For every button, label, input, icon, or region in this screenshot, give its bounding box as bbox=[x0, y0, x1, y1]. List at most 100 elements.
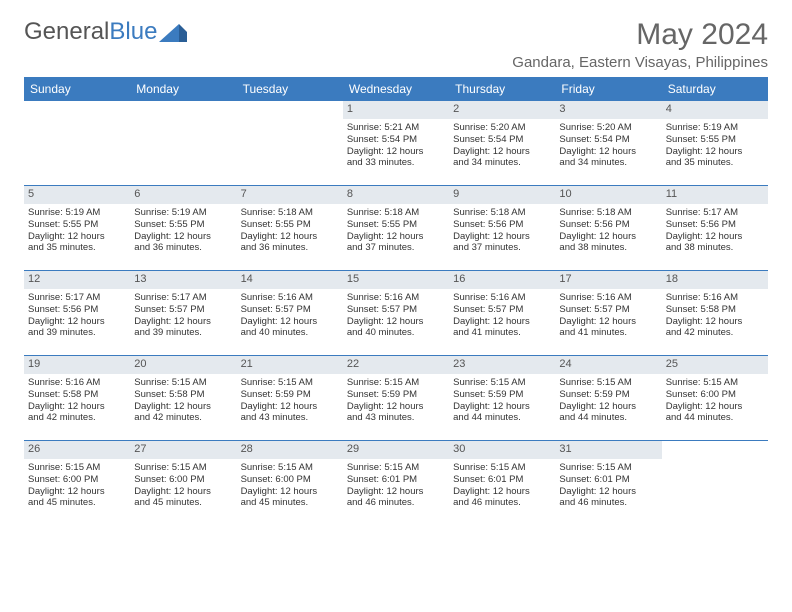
week-row: 12Sunrise: 5:17 AMSunset: 5:56 PMDayligh… bbox=[24, 270, 768, 355]
weekday-label: Monday bbox=[130, 77, 236, 101]
dl2-text: and 37 minutes. bbox=[347, 242, 445, 254]
sunrise-text: Sunrise: 5:20 AM bbox=[453, 122, 551, 134]
weekday-label: Thursday bbox=[449, 77, 555, 101]
sunrise-text: Sunrise: 5:15 AM bbox=[28, 462, 126, 474]
sunset-text: Sunset: 6:00 PM bbox=[666, 389, 764, 401]
sunrise-text: Sunrise: 5:17 AM bbox=[134, 292, 232, 304]
dl1-text: Daylight: 12 hours bbox=[453, 486, 551, 498]
dl2-text: and 40 minutes. bbox=[347, 327, 445, 339]
dl2-text: and 45 minutes. bbox=[28, 497, 126, 509]
dl1-text: Daylight: 12 hours bbox=[666, 401, 764, 413]
dl1-text: Daylight: 12 hours bbox=[28, 401, 126, 413]
dl2-text: and 35 minutes. bbox=[28, 242, 126, 254]
dl1-text: Daylight: 12 hours bbox=[28, 316, 126, 328]
sunset-text: Sunset: 5:56 PM bbox=[453, 219, 551, 231]
day-number: 12 bbox=[24, 271, 130, 289]
calendar-cell: 25Sunrise: 5:15 AMSunset: 6:00 PMDayligh… bbox=[662, 356, 768, 440]
calendar-cell: 17Sunrise: 5:16 AMSunset: 5:57 PMDayligh… bbox=[555, 271, 661, 355]
logo-text-part1: General bbox=[24, 18, 109, 45]
sunset-text: Sunset: 6:00 PM bbox=[28, 474, 126, 486]
sunrise-text: Sunrise: 5:15 AM bbox=[453, 462, 551, 474]
calendar-cell: 19Sunrise: 5:16 AMSunset: 5:58 PMDayligh… bbox=[24, 356, 130, 440]
day-number: 1 bbox=[343, 101, 449, 119]
dl1-text: Daylight: 12 hours bbox=[134, 231, 232, 243]
weeks-container: ...1Sunrise: 5:21 AMSunset: 5:54 PMDayli… bbox=[24, 101, 768, 525]
day-number: 29 bbox=[343, 441, 449, 459]
sunset-text: Sunset: 5:57 PM bbox=[134, 304, 232, 316]
sunset-text: Sunset: 5:56 PM bbox=[559, 219, 657, 231]
sunset-text: Sunset: 5:57 PM bbox=[453, 304, 551, 316]
sunset-text: Sunset: 5:55 PM bbox=[347, 219, 445, 231]
sunrise-text: Sunrise: 5:16 AM bbox=[559, 292, 657, 304]
sunset-text: Sunset: 5:54 PM bbox=[453, 134, 551, 146]
dl2-text: and 35 minutes. bbox=[666, 157, 764, 169]
day-number: 31 bbox=[555, 441, 661, 459]
dl2-text: and 42 minutes. bbox=[28, 412, 126, 424]
calendar: SundayMondayTuesdayWednesdayThursdayFrid… bbox=[24, 77, 768, 525]
logo-text-part2: Blue bbox=[109, 18, 157, 45]
logo: GeneralBlue bbox=[24, 18, 187, 46]
calendar-cell: 5 Sunrise: 5:19 AMSunset: 5:55 PMDaylight… bbox=[24, 186, 130, 270]
sunset-text: Sunset: 5:56 PM bbox=[28, 304, 126, 316]
sunrise-text: Sunrise: 5:18 AM bbox=[453, 207, 551, 219]
sunrise-text: Sunrise: 5:19 AM bbox=[28, 207, 126, 219]
sunrise-text: Sunrise: 5:15 AM bbox=[134, 462, 232, 474]
day-number: 11 bbox=[662, 186, 768, 204]
dl2-text: and 40 minutes. bbox=[241, 327, 339, 339]
calendar-cell: . bbox=[24, 101, 130, 185]
sunset-text: Sunset: 5:59 PM bbox=[241, 389, 339, 401]
sunset-text: Sunset: 5:58 PM bbox=[134, 389, 232, 401]
dl1-text: Daylight: 12 hours bbox=[453, 401, 551, 413]
calendar-cell: 30 Sunrise: 5:15 AMSunset: 6:01 PMDayligh… bbox=[449, 441, 555, 525]
header: GeneralBlue May 2024 Gandara, Eastern Vi… bbox=[24, 18, 768, 71]
sunset-text: Sunset: 5:56 PM bbox=[666, 219, 764, 231]
sunset-text: Sunset: 5:59 PM bbox=[453, 389, 551, 401]
sunset-text: Sunset: 5:54 PM bbox=[559, 134, 657, 146]
dl1-text: Daylight: 12 hours bbox=[241, 316, 339, 328]
weekday-label: Wednesday bbox=[343, 77, 449, 101]
sunrise-text: Sunrise: 5:16 AM bbox=[347, 292, 445, 304]
logo-triangle-icon bbox=[159, 22, 187, 42]
calendar-cell: 11Sunrise: 5:17 AMSunset: 5:56 PMDayligh… bbox=[662, 186, 768, 270]
dl2-text: and 33 minutes. bbox=[347, 157, 445, 169]
sunrise-text: Sunrise: 5:18 AM bbox=[241, 207, 339, 219]
calendar-cell: 4Sunrise: 5:19 AMSunset: 5:55 PMDaylight… bbox=[662, 101, 768, 185]
day-number: 5 bbox=[24, 186, 130, 204]
week-row: ...1Sunrise: 5:21 AMSunset: 5:54 PMDayli… bbox=[24, 101, 768, 185]
sunset-text: Sunset: 5:55 PM bbox=[28, 219, 126, 231]
weekday-label: Tuesday bbox=[237, 77, 343, 101]
calendar-cell: 10Sunrise: 5:18 AMSunset: 5:56 PMDayligh… bbox=[555, 186, 661, 270]
dl2-text: and 39 minutes. bbox=[28, 327, 126, 339]
sunset-text: Sunset: 5:55 PM bbox=[241, 219, 339, 231]
sunrise-text: Sunrise: 5:15 AM bbox=[453, 377, 551, 389]
day-number: 9 bbox=[449, 186, 555, 204]
day-number: 27 bbox=[130, 441, 236, 459]
calendar-cell: 21Sunrise: 5:15 AMSunset: 5:59 PMDayligh… bbox=[237, 356, 343, 440]
calendar-cell: 8Sunrise: 5:18 AMSunset: 5:55 PMDaylight… bbox=[343, 186, 449, 270]
day-number: 18 bbox=[662, 271, 768, 289]
sunset-text: Sunset: 6:00 PM bbox=[134, 474, 232, 486]
dl2-text: and 43 minutes. bbox=[347, 412, 445, 424]
day-number: 4 bbox=[662, 101, 768, 119]
sunrise-text: Sunrise: 5:15 AM bbox=[134, 377, 232, 389]
logo-text: GeneralBlue bbox=[24, 18, 157, 46]
calendar-cell: 24Sunrise: 5:15 AMSunset: 5:59 PMDayligh… bbox=[555, 356, 661, 440]
calendar-cell: 26Sunrise: 5:15 AMSunset: 6:00 PMDayligh… bbox=[24, 441, 130, 525]
dl2-text: and 36 minutes. bbox=[134, 242, 232, 254]
dl1-text: Daylight: 12 hours bbox=[28, 231, 126, 243]
sunset-text: Sunset: 5:58 PM bbox=[28, 389, 126, 401]
calendar-cell: 2Sunrise: 5:20 AMSunset: 5:54 PMDaylight… bbox=[449, 101, 555, 185]
dl1-text: Daylight: 12 hours bbox=[559, 401, 657, 413]
sunrise-text: Sunrise: 5:15 AM bbox=[241, 377, 339, 389]
sunset-text: Sunset: 6:01 PM bbox=[453, 474, 551, 486]
calendar-cell: . bbox=[662, 441, 768, 525]
dl1-text: Daylight: 12 hours bbox=[559, 146, 657, 158]
dl1-text: Daylight: 12 hours bbox=[28, 486, 126, 498]
dl1-text: Daylight: 12 hours bbox=[453, 231, 551, 243]
day-number: 30 bbox=[449, 441, 555, 459]
dl1-text: Daylight: 12 hours bbox=[559, 231, 657, 243]
day-number: 22 bbox=[343, 356, 449, 374]
dl1-text: Daylight: 12 hours bbox=[347, 316, 445, 328]
day-number: 28 bbox=[237, 441, 343, 459]
sunrise-text: Sunrise: 5:19 AM bbox=[134, 207, 232, 219]
